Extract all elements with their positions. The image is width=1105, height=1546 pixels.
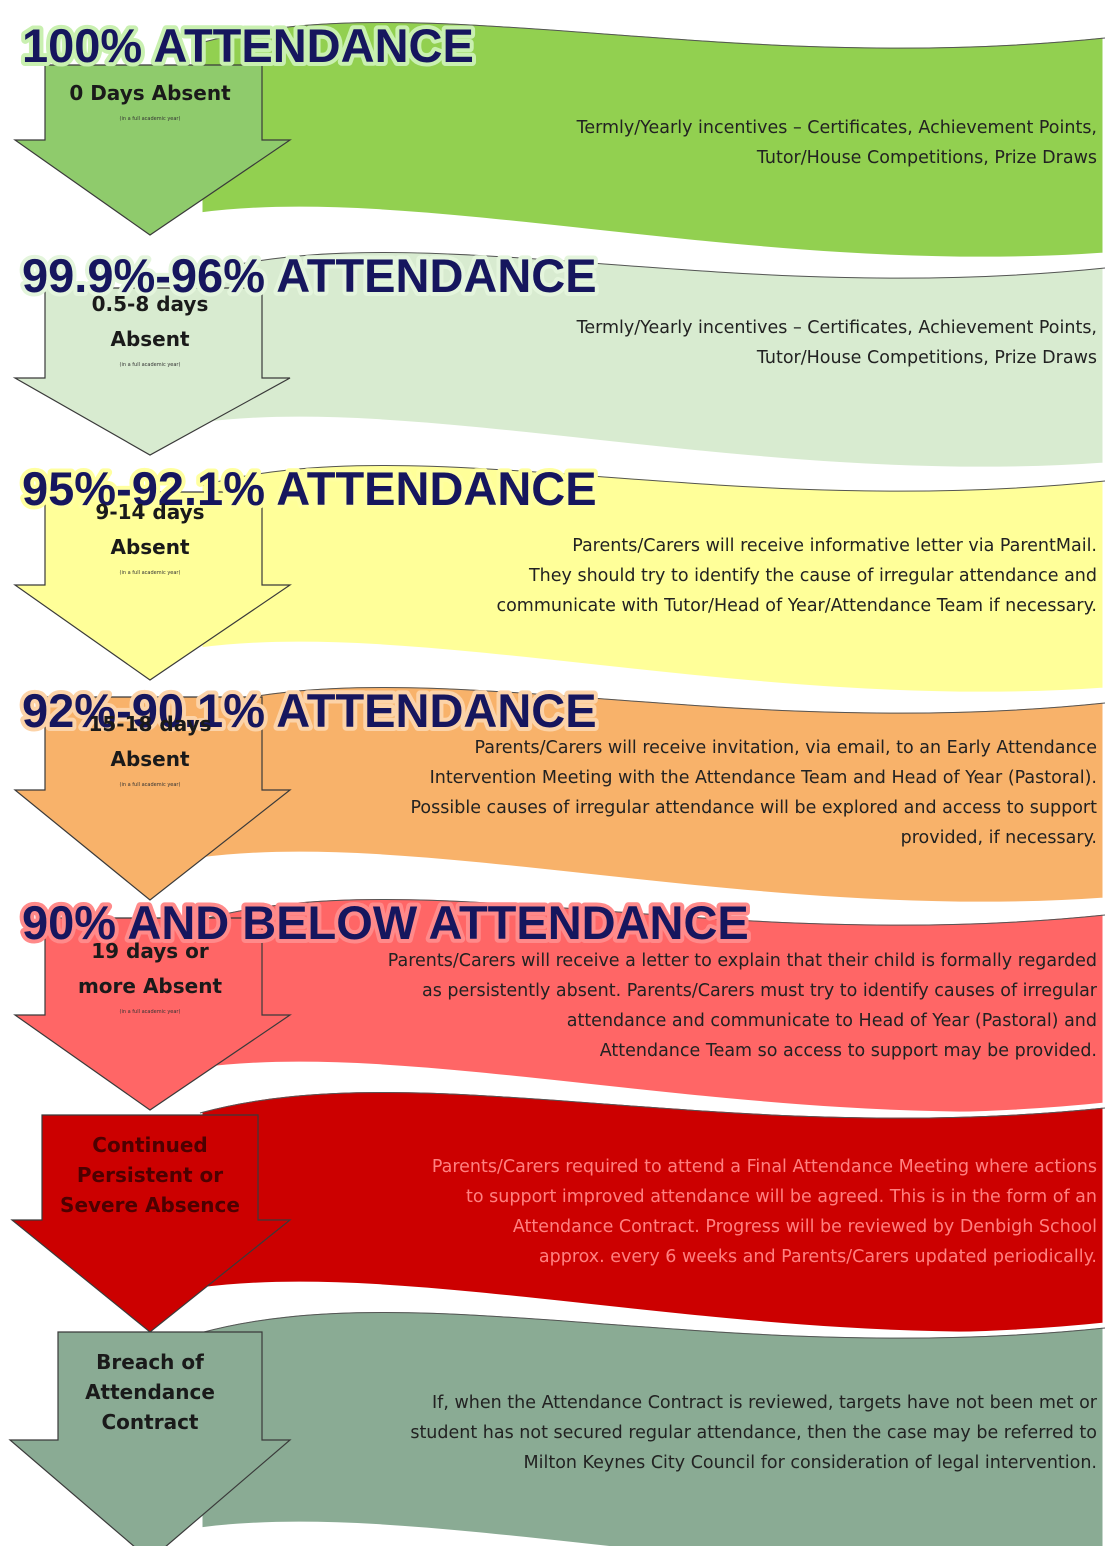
days-absent: Attendance xyxy=(85,1380,215,1404)
wave-edge xyxy=(199,899,1105,926)
days-absent: Absent xyxy=(110,535,190,559)
description: Milton Keynes City Council for considera… xyxy=(524,1453,1097,1473)
wave-edge xyxy=(199,252,1105,279)
level-title: 99.9%-96% ATTENDANCE xyxy=(22,249,597,302)
description: Tutor/House Competitions, Prize Draws xyxy=(756,348,1097,368)
description: Tutor/House Competitions, Prize Draws xyxy=(756,148,1097,168)
description: Termly/Yearly incentives – Certificates,… xyxy=(576,118,1097,138)
description: approx. every 6 weeks and Parents/Carers… xyxy=(539,1247,1097,1267)
description: They should try to identify the cause of… xyxy=(528,566,1097,586)
days-absent: 9-14 days xyxy=(95,500,204,524)
wave-edge xyxy=(199,22,1105,49)
description: Parents/Carers will receive informative … xyxy=(572,536,1097,556)
description: to support improved attendance will be a… xyxy=(466,1187,1097,1207)
description: communicate with Tutor/Head of Year/Atte… xyxy=(496,596,1097,616)
arrow xyxy=(10,1114,292,1333)
description: Termly/Yearly incentives – Certificates,… xyxy=(576,318,1097,338)
description: If, when the Attendance Contract is revi… xyxy=(432,1393,1098,1413)
days-absent: 19 days or xyxy=(91,939,209,963)
arrow xyxy=(8,1331,292,1546)
description: Attendance Contract. Progress will be re… xyxy=(513,1217,1097,1237)
days-absent: Absent xyxy=(110,747,190,771)
arrow xyxy=(12,287,291,456)
days-absent: more Absent xyxy=(78,974,222,998)
arrow xyxy=(13,491,292,681)
description: as persistently absent. Parents/Carers m… xyxy=(422,981,1098,1001)
description: attendance and communicate to Head of Ye… xyxy=(567,1011,1097,1031)
description: Attendance Team so access to support may… xyxy=(600,1041,1097,1061)
note: (in a full academic year) xyxy=(120,1009,181,1015)
description: Possible causes of irregular attendance … xyxy=(411,798,1098,818)
days-absent: Contract xyxy=(102,1410,199,1434)
arrow xyxy=(13,917,292,1111)
note: (in a full academic year) xyxy=(120,782,181,788)
note: (in a full academic year) xyxy=(120,570,181,576)
wave-edge xyxy=(199,687,1105,714)
description: Parents/Carers will receive a letter to … xyxy=(388,951,1097,971)
wave-band xyxy=(197,460,1105,697)
wave-edge xyxy=(199,465,1105,492)
level-title: 100% ATTENDANCE xyxy=(22,19,474,72)
days-absent: 0.5-8 days xyxy=(92,292,209,316)
description: Parents/Carers required to attend a Fina… xyxy=(432,1157,1097,1177)
wave-edge xyxy=(199,1312,1105,1339)
arrow xyxy=(13,696,292,901)
description: Intervention Meeting with the Attendance… xyxy=(430,768,1097,788)
days-absent: Persistent or xyxy=(77,1163,223,1187)
note: (in a full academic year) xyxy=(120,362,181,368)
description: provided, if necessary. xyxy=(901,828,1097,848)
level-title: 90% AND BELOW ATTENDANCE xyxy=(22,896,749,949)
wave-band xyxy=(197,247,1105,472)
level-title: 95%-92.1% ATTENDANCE xyxy=(22,462,597,515)
wave-band xyxy=(197,17,1105,262)
wave-edge xyxy=(199,1092,1105,1119)
note: (in a full academic year) xyxy=(120,116,181,122)
wave-band xyxy=(197,894,1105,1117)
days-absent: Absent xyxy=(110,327,190,351)
days-absent: 0 Days Absent xyxy=(69,81,231,105)
days-absent: 15-18 days xyxy=(88,712,211,736)
description: student has not secured regular attendan… xyxy=(410,1423,1097,1443)
days-absent: Severe Absence xyxy=(60,1193,240,1217)
days-absent: Continued xyxy=(92,1133,207,1157)
arrow xyxy=(13,64,292,236)
description: Parents/Carers will receive invitation, … xyxy=(474,738,1097,758)
wave-band xyxy=(197,1307,1105,1546)
wave-band xyxy=(197,1087,1105,1337)
days-absent: Breach of xyxy=(96,1350,204,1374)
wave-band xyxy=(197,682,1105,907)
level-title: 92%-90.1% ATTENDANCE xyxy=(22,684,597,737)
